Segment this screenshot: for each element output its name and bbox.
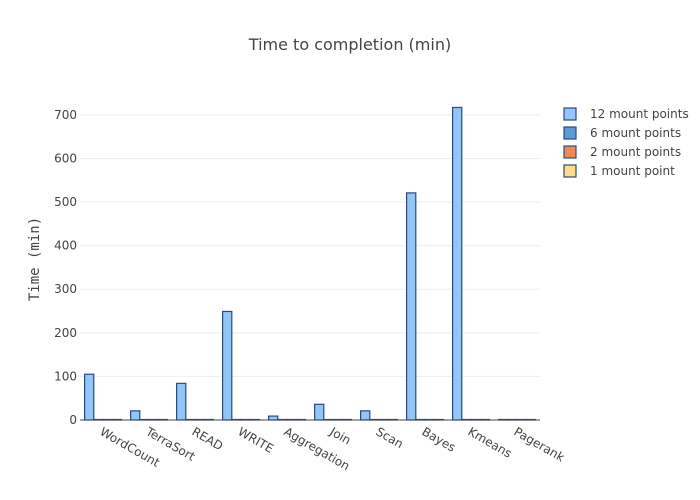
grid-lines [80, 114, 540, 377]
legend-swatch [563, 164, 577, 178]
legend-item[interactable]: 12 mount points [563, 107, 689, 121]
legend-swatch [563, 145, 577, 159]
legend-swatch [563, 107, 577, 121]
legend-label: 6 mount points [590, 126, 681, 140]
bar-read-series-0[interactable] [176, 382, 187, 421]
bar-join-series-0[interactable] [314, 403, 325, 421]
legend[interactable]: 12 mount points 6 mount points 2 mount poi… [563, 107, 689, 178]
bar-write-series-0[interactable] [222, 310, 233, 421]
y-tick-label: 100 [54, 369, 77, 383]
bar-aggregation-series-0[interactable] [268, 415, 279, 421]
legend-swatch [563, 126, 577, 140]
y-tick-label: 600 [54, 151, 77, 165]
legend-label: 12 mount points [590, 107, 689, 121]
legend-item[interactable]: 2 mount points [563, 145, 681, 159]
y-tick-label: 0 [69, 413, 77, 427]
y-tick-label: 200 [54, 326, 77, 340]
y-tick-label: 500 [54, 195, 77, 209]
y-tick-label: 700 [54, 108, 77, 122]
x-tick-label: Scan [374, 424, 406, 451]
legend-label: 1 mount point [590, 164, 675, 178]
bar-terrasort-series-0[interactable] [130, 410, 141, 421]
bar-kmeans-series-0[interactable] [452, 106, 463, 421]
x-tick-label: Bayes [420, 424, 458, 454]
x-tick-label: WRITE [236, 424, 276, 455]
y-axis-ticks: 0 100 200 300 400 500 600 700 [54, 108, 77, 427]
x-tick-label: Join [327, 424, 354, 448]
legend-item[interactable]: 6 mount points [563, 126, 681, 140]
x-tick-label: Kmeans [466, 424, 515, 460]
x-tick-label: Pagerank [512, 424, 567, 464]
bar-bayes-series-0[interactable] [406, 192, 417, 421]
chart-title: Time to completion (min) [248, 35, 451, 54]
y-axis-label: Time (min) [27, 217, 43, 301]
y-tick-label: 300 [54, 282, 77, 296]
bar-wordcount-series-0[interactable] [83, 373, 95, 421]
legend-label: 2 mount points [590, 145, 681, 159]
y-tick-label: 400 [54, 239, 77, 253]
legend-item[interactable]: 1 mount point [563, 164, 675, 178]
bar-scan-series-0[interactable] [360, 410, 371, 421]
bars [83, 106, 537, 421]
